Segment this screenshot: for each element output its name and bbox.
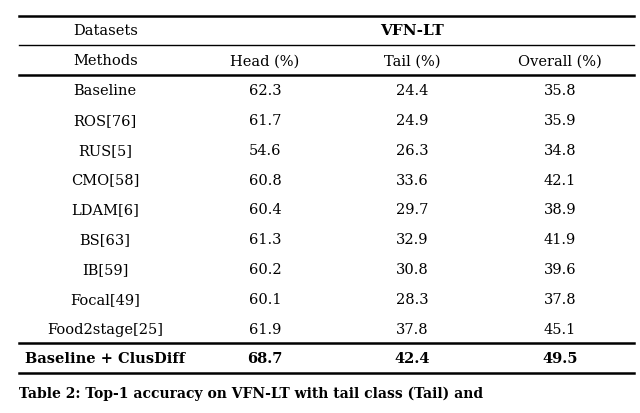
Text: 29.7: 29.7: [396, 203, 429, 217]
Text: Focal[49]: Focal[49]: [70, 292, 140, 306]
Text: IB[59]: IB[59]: [82, 262, 129, 276]
Text: 33.6: 33.6: [396, 173, 429, 187]
Text: 30.8: 30.8: [396, 262, 429, 276]
Text: 34.8: 34.8: [543, 143, 576, 157]
Text: 42.4: 42.4: [395, 351, 430, 366]
Text: Food2stage[25]: Food2stage[25]: [47, 322, 163, 336]
Text: 68.7: 68.7: [247, 351, 283, 366]
Text: VFN-LT: VFN-LT: [381, 24, 444, 38]
Text: 32.9: 32.9: [396, 233, 429, 247]
Text: 24.9: 24.9: [396, 114, 429, 128]
Text: 42.1: 42.1: [544, 173, 576, 187]
Text: ROS[76]: ROS[76]: [74, 114, 137, 128]
Text: 49.5: 49.5: [542, 351, 578, 366]
Text: Methods: Methods: [73, 54, 138, 68]
Text: 35.8: 35.8: [543, 84, 576, 98]
Text: 61.9: 61.9: [249, 322, 281, 336]
Text: RUS[5]: RUS[5]: [78, 143, 132, 157]
Text: 45.1: 45.1: [544, 322, 576, 336]
Text: 54.6: 54.6: [249, 143, 281, 157]
Text: 60.8: 60.8: [248, 173, 282, 187]
Text: 26.3: 26.3: [396, 143, 429, 157]
Text: Overall (%): Overall (%): [518, 54, 602, 68]
Text: 60.4: 60.4: [249, 203, 281, 217]
Text: Tail (%): Tail (%): [384, 54, 441, 68]
Text: 39.6: 39.6: [543, 262, 576, 276]
Text: 41.9: 41.9: [544, 233, 576, 247]
Text: BS[63]: BS[63]: [80, 233, 131, 247]
Text: 28.3: 28.3: [396, 292, 429, 306]
Text: LDAM[6]: LDAM[6]: [71, 203, 139, 217]
Text: 60.2: 60.2: [249, 262, 281, 276]
Text: Table 2: Top-1 accuracy on VFN-LT with tail class (Tail) and: Table 2: Top-1 accuracy on VFN-LT with t…: [19, 386, 483, 400]
Text: 60.1: 60.1: [249, 292, 281, 306]
Text: 61.3: 61.3: [249, 233, 281, 247]
Text: CMO[58]: CMO[58]: [71, 173, 140, 187]
Text: 37.8: 37.8: [396, 322, 429, 336]
Text: 61.7: 61.7: [249, 114, 281, 128]
Text: Datasets: Datasets: [73, 24, 138, 38]
Text: Baseline + ClusDiff: Baseline + ClusDiff: [25, 351, 185, 366]
Text: 37.8: 37.8: [543, 292, 576, 306]
Text: 35.9: 35.9: [543, 114, 576, 128]
Text: 62.3: 62.3: [249, 84, 281, 98]
Text: 38.9: 38.9: [543, 203, 576, 217]
Text: Head (%): Head (%): [230, 54, 300, 68]
Text: Baseline: Baseline: [74, 84, 137, 98]
Text: 24.4: 24.4: [396, 84, 429, 98]
